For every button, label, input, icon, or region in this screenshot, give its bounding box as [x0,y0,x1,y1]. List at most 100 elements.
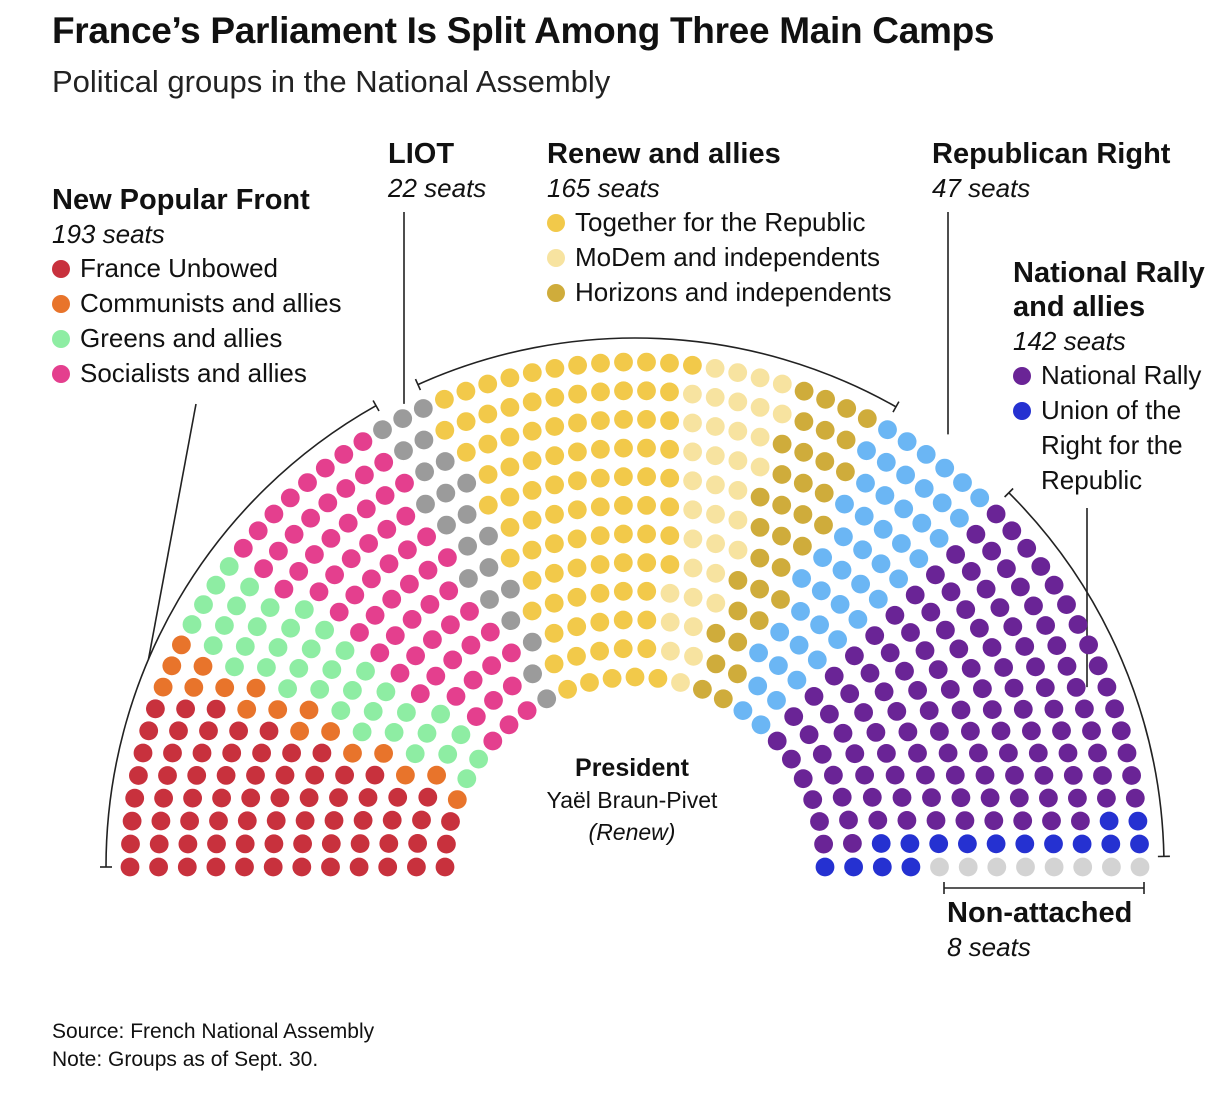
seat [815,452,835,471]
seat [336,479,356,498]
seat [986,504,1006,524]
seat [282,743,301,763]
seat [412,810,431,830]
seat [1117,743,1137,763]
seat [206,699,226,719]
seat [382,589,402,609]
seat [843,834,862,853]
seat [149,857,169,877]
seat [237,699,257,719]
seat [545,359,565,378]
seat [568,442,587,462]
seat [660,353,679,373]
seat [591,439,610,459]
group-name: New Popular Front [52,184,310,216]
seat [1122,766,1141,785]
seat [394,441,413,461]
seat [706,504,725,524]
seat [637,610,657,630]
seat [545,534,564,554]
seat [216,766,236,785]
seat [810,812,829,831]
seat [1125,788,1145,808]
seat [1097,788,1116,808]
seat [885,765,905,785]
seat [1105,699,1124,719]
seat [522,571,542,590]
seat [355,465,374,485]
seat [921,602,941,622]
group-name: Non-attached [947,897,1133,929]
seat [324,811,344,830]
seat [341,549,361,569]
seat [567,617,587,637]
seat [120,857,140,877]
seat [1071,811,1090,831]
seat [836,430,856,450]
seat [769,656,788,675]
seat [860,663,880,683]
leader-new-popular-front [147,403,197,660]
seat [1017,538,1037,558]
seat [750,548,770,568]
seat [851,574,870,594]
legend-label: Greens and allies [80,323,283,353]
seat [1057,656,1077,676]
seat [705,446,725,466]
seat [567,587,587,607]
seat [660,382,679,402]
seat [590,468,610,488]
seat [772,526,791,546]
seat [182,615,202,634]
seat [990,598,1010,617]
seat [416,494,435,514]
seat [994,658,1013,677]
seat [281,618,300,638]
seat [1044,699,1064,719]
seat [183,788,203,808]
seat [1034,766,1054,785]
seat [868,589,888,609]
seat [750,518,770,537]
seat [816,389,835,409]
seat [293,834,312,854]
seat [683,384,702,404]
seat [373,420,392,440]
legend-label: Socialists and allies [80,358,307,388]
seat [266,811,286,831]
seat [246,678,266,698]
seat [257,658,276,677]
seat [301,508,320,528]
seat [901,623,920,642]
seat [376,682,396,702]
seat [784,707,804,726]
seat [343,743,362,763]
seat [1047,636,1067,655]
group-name-line-1: National Rally [1013,257,1205,289]
seat [1016,857,1035,877]
seat [660,497,680,517]
seat [457,473,477,493]
seat [728,664,747,684]
seat [356,661,375,681]
seat [614,438,633,458]
seat [926,811,946,830]
seat [958,857,978,877]
seat [121,834,140,854]
seat [522,481,542,500]
seat [480,590,499,609]
seat [1044,857,1064,877]
seat [315,458,335,478]
seat [889,569,908,589]
seat [298,473,317,492]
seat [812,744,832,764]
seat [614,352,633,372]
seat [772,404,792,424]
seat [660,439,679,459]
seat [772,465,792,484]
seat [637,352,656,372]
seat [660,583,680,603]
seat [999,743,1018,763]
seat [1042,811,1061,831]
seat [660,612,680,632]
